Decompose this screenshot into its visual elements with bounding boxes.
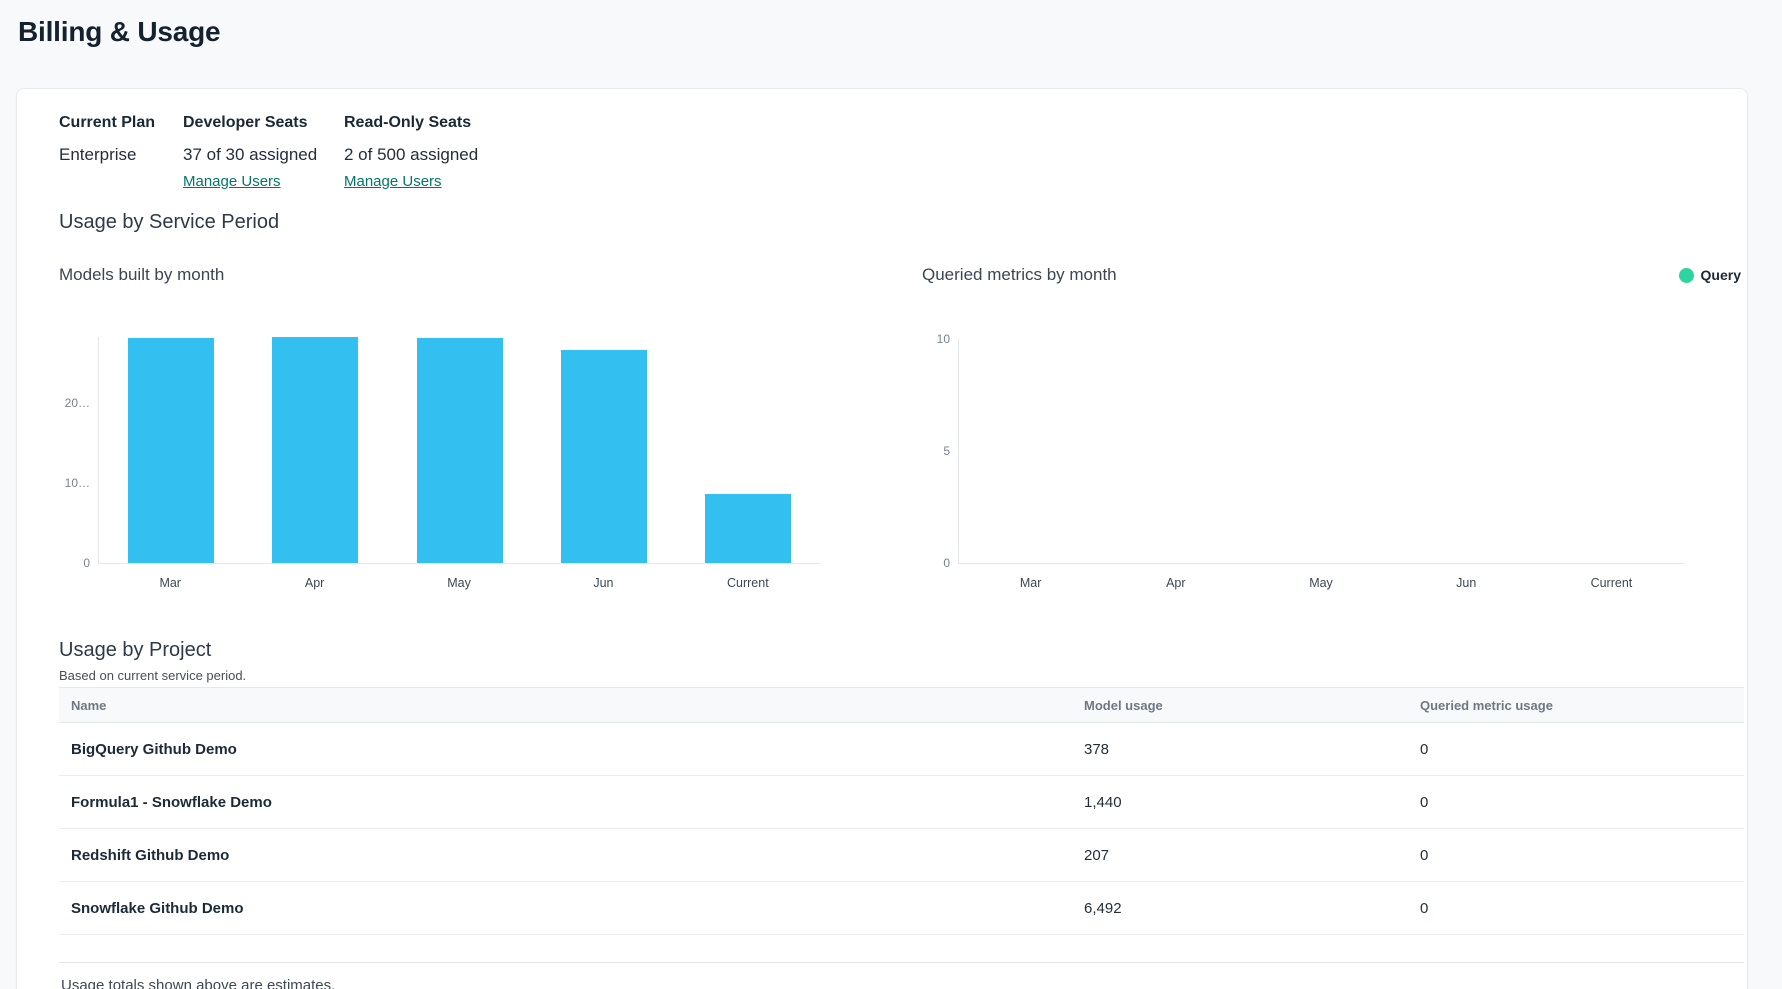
queried-metric-usage-value: 0 xyxy=(1420,846,1429,864)
bar xyxy=(704,494,791,563)
metrics-chart-title: Queried metrics by month xyxy=(922,265,1117,284)
bar-slot xyxy=(1249,339,1394,563)
y-axis-tick-label: 0 xyxy=(943,556,950,570)
query-legend-dot-icon xyxy=(1678,267,1694,283)
current-plan-value: Enterprise xyxy=(59,145,137,164)
bar xyxy=(272,337,359,563)
x-axis-label: Mar xyxy=(1019,576,1042,590)
developer-seats-label: Developer Seats xyxy=(183,114,308,131)
bar xyxy=(560,350,647,563)
y-axis-tick-label: 20… xyxy=(64,396,90,411)
bar-slot xyxy=(1104,339,1249,563)
table-row: BigQuery Github Demo 378 0 xyxy=(59,723,1744,776)
queried-metric-usage-value: 0 xyxy=(1420,793,1429,811)
model-usage-value: 207 xyxy=(1084,846,1110,864)
x-axis-label: Jun xyxy=(1456,576,1477,590)
plan-summary: Current Plan Enterprise Developer Seats … xyxy=(59,114,564,191)
table-row: Redshift Github Demo 207 0 xyxy=(59,829,1744,882)
manage-users-link-readonly[interactable]: Manage Users xyxy=(344,173,442,190)
column-header-name: Name xyxy=(71,697,107,713)
page-title: Billing & Usage xyxy=(18,16,221,47)
metrics-chart-plot: 0 5 10 xyxy=(937,332,1684,570)
usage-project-table: Name Model usage Queried metric usage Bi… xyxy=(59,687,1744,963)
bar-slot xyxy=(532,337,676,563)
models-chart-title: Models built by month xyxy=(59,265,225,284)
developer-seats-column: Developer Seats 37 of 30 assigned Manage… xyxy=(183,114,344,191)
query-legend-label: Query xyxy=(1700,267,1741,283)
model-usage-value: 1,440 xyxy=(1084,793,1122,811)
usage-period-heading: Usage by Service Period xyxy=(59,211,280,233)
metrics-chart-xlabels: Mar Apr May Jun Current xyxy=(958,576,1684,590)
usage-project-subtitle: Based on current service period. xyxy=(59,668,247,683)
readonly-seats-value: 2 of 500 assigned xyxy=(344,145,479,164)
metrics-chart-bars xyxy=(959,339,1684,563)
current-plan-column: Current Plan Enterprise xyxy=(59,114,183,191)
bar xyxy=(416,338,503,563)
billing-card: Current Plan Enterprise Developer Seats … xyxy=(16,88,1748,989)
table-footer-spacer xyxy=(59,935,1744,963)
x-axis-label: Apr xyxy=(1166,576,1186,590)
usage-project-heading: Usage by Project xyxy=(59,639,212,661)
usage-estimates-footnote: Usage totals shown above are estimates. xyxy=(61,977,336,989)
model-usage-value: 6,492 xyxy=(1084,899,1122,917)
column-header-queried-metric-usage: Queried metric usage xyxy=(1420,697,1553,713)
bar-slot xyxy=(959,339,1104,563)
queried-metric-usage-value: 0 xyxy=(1420,899,1429,917)
bar-slot xyxy=(387,337,531,563)
table-row: Formula1 - Snowflake Demo 1,440 0 xyxy=(59,776,1744,829)
x-axis-label: Jun xyxy=(593,576,614,590)
readonly-seats-column: Read-Only Seats 2 of 500 assigned Manage… xyxy=(344,114,564,191)
y-axis-tick-label: 10 xyxy=(936,332,950,346)
developer-seats-value: 37 of 30 assigned xyxy=(183,145,318,164)
readonly-seats-label: Read-Only Seats xyxy=(344,114,472,131)
y-axis-tick-label: 10… xyxy=(64,476,90,491)
bar xyxy=(128,338,215,563)
models-chart-bars xyxy=(99,337,820,563)
table-header-row: Name Model usage Queried metric usage xyxy=(59,687,1744,723)
x-axis-label: Current xyxy=(726,576,769,590)
models-chart-xlabels: Mar Apr May Jun Current xyxy=(98,576,820,590)
queried-metric-usage-value: 0 xyxy=(1420,740,1429,758)
y-axis-tick-label: 5 xyxy=(943,444,950,458)
project-name: Redshift Github Demo xyxy=(71,846,230,864)
x-axis-label: Mar xyxy=(159,576,181,590)
bar-slot xyxy=(1539,339,1684,563)
model-usage-value: 378 xyxy=(1084,740,1110,758)
bar-slot xyxy=(1394,339,1539,563)
x-axis-label: May xyxy=(447,576,471,590)
bar-slot xyxy=(99,337,243,563)
query-legend: Query xyxy=(1678,267,1741,283)
x-axis-label: Apr xyxy=(304,576,325,590)
project-name: Formula1 - Snowflake Demo xyxy=(71,793,272,811)
current-plan-label: Current Plan xyxy=(59,114,156,131)
x-axis-label: May xyxy=(1309,576,1333,590)
manage-users-link-developer[interactable]: Manage Users xyxy=(183,173,281,190)
project-name: Snowflake Github Demo xyxy=(71,899,244,917)
project-name: BigQuery Github Demo xyxy=(71,740,237,758)
models-chart-plot: 0 10… 20… xyxy=(65,337,820,570)
bar-slot xyxy=(676,337,820,563)
column-header-model-usage: Model usage xyxy=(1084,697,1163,713)
x-axis-label: Current xyxy=(1590,576,1633,590)
bar-slot xyxy=(243,337,387,563)
y-axis-tick-label: 0 xyxy=(83,556,90,570)
table-row: Snowflake Github Demo 6,492 0 xyxy=(59,882,1744,935)
